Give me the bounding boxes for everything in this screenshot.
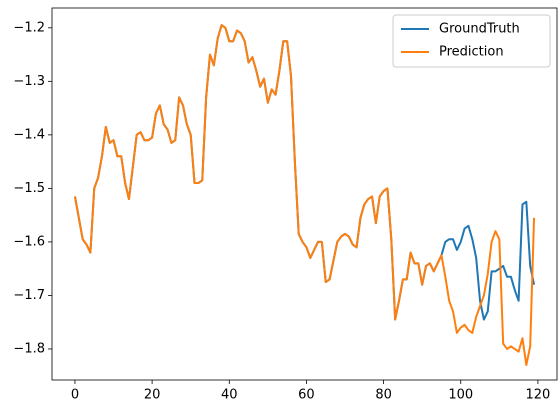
x-tick-label: 120 bbox=[525, 388, 550, 403]
legend-box bbox=[392, 14, 551, 68]
legend-label: GroundTruth bbox=[439, 22, 520, 37]
y-tick-label: −1.6 bbox=[13, 234, 45, 249]
x-tick-label: 40 bbox=[221, 388, 238, 403]
x-tick-label: 60 bbox=[298, 388, 315, 403]
series-line bbox=[73, 24, 536, 321]
x-tick-label: 20 bbox=[144, 388, 161, 403]
y-tick-label: −1.3 bbox=[13, 74, 45, 89]
x-tick-label: 100 bbox=[448, 388, 473, 403]
y-tick-label: −1.7 bbox=[13, 288, 45, 303]
y-tick-label: −1.8 bbox=[13, 341, 45, 356]
y-tick-label: −1.4 bbox=[13, 127, 45, 142]
series-line bbox=[73, 24, 536, 367]
x-tick-label: 0 bbox=[71, 388, 79, 403]
legend-label: Prediction bbox=[439, 45, 504, 60]
x-tick-label: 80 bbox=[375, 388, 392, 403]
axes-frame bbox=[51, 7, 558, 381]
y-tick-label: −1.2 bbox=[13, 20, 45, 35]
y-tick-label: −1.5 bbox=[13, 181, 45, 196]
